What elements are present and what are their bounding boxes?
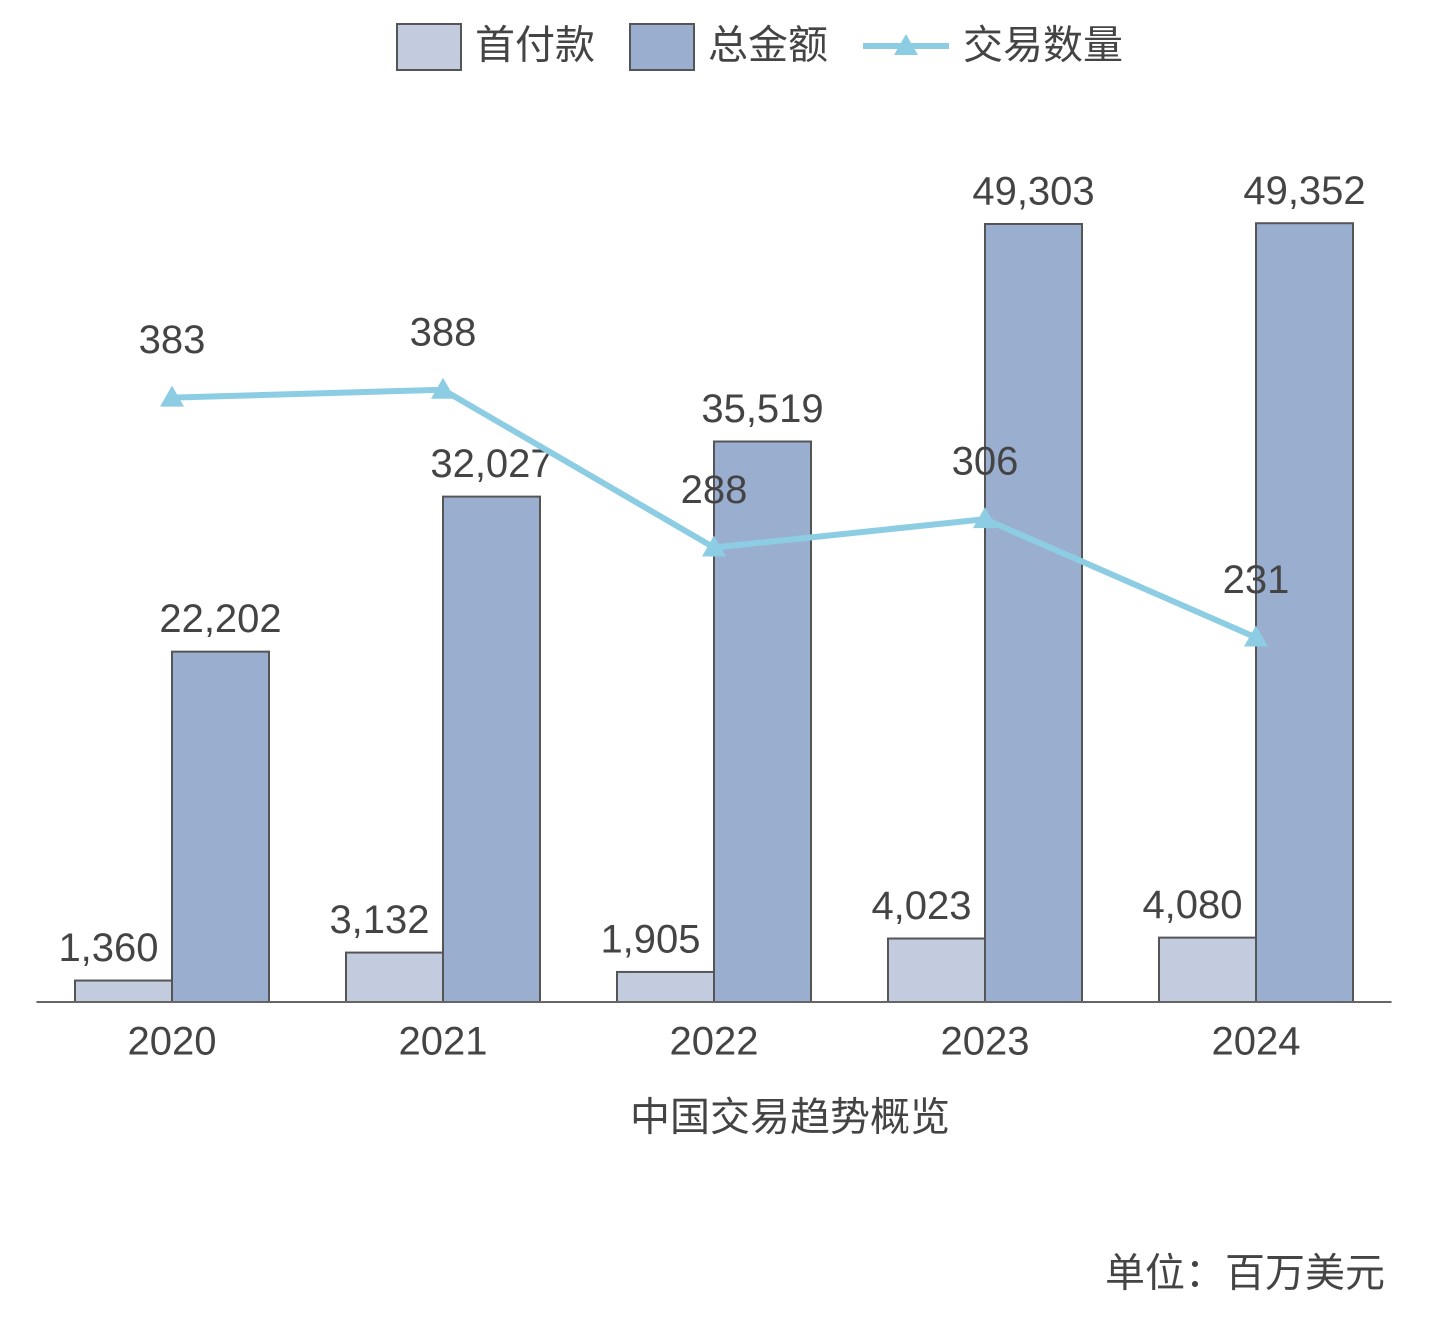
value-label: 1,360 (58, 926, 158, 970)
value-label: 231 (1223, 558, 1290, 602)
bar (713, 440, 812, 1003)
x-tick-label: 2020 (128, 1020, 217, 1064)
value-label: 49,303 (972, 170, 1094, 214)
bar (345, 951, 444, 1003)
legend-swatch (894, 34, 918, 55)
legend-label: 总金额 (708, 24, 828, 68)
value-label: 4,023 (871, 884, 971, 928)
line-marker (431, 377, 455, 399)
x-tick-label: 2021 (399, 1020, 488, 1064)
legend-swatch (629, 23, 695, 71)
bar (984, 222, 1083, 1003)
legend-label: 交易数量 (963, 24, 1123, 68)
bar (1255, 222, 1354, 1003)
value-label: 306 (952, 440, 1019, 484)
value-label: 32,027 (430, 442, 552, 486)
bar (1158, 936, 1257, 1004)
chart-title: 中国交易趋势概览 (630, 1096, 950, 1140)
value-label: 383 (139, 318, 206, 362)
bar (442, 495, 541, 1003)
legend-swatch (396, 23, 462, 71)
line-marker (973, 507, 997, 529)
bar (887, 937, 986, 1004)
line-marker (702, 535, 726, 557)
value-label: 3,132 (329, 898, 429, 942)
unit-note: 单位：百万美元 (1105, 1252, 1385, 1296)
value-label: 22,202 (159, 597, 281, 641)
line-marker (1244, 625, 1268, 647)
legend-label: 首付款 (475, 24, 595, 68)
value-label: 4,080 (1142, 883, 1242, 927)
value-label: 49,352 (1243, 169, 1365, 213)
value-label: 1,905 (600, 918, 700, 962)
x-tick-label: 2023 (941, 1020, 1030, 1064)
value-label: 288 (681, 468, 748, 512)
value-label: 35,519 (701, 387, 823, 431)
x-tick-label: 2024 (1212, 1020, 1301, 1064)
x-tick-label: 2022 (670, 1020, 759, 1064)
value-label: 388 (410, 310, 477, 354)
line-marker (160, 385, 184, 407)
bar (74, 979, 173, 1003)
bar (171, 650, 270, 1004)
bar (616, 970, 715, 1003)
